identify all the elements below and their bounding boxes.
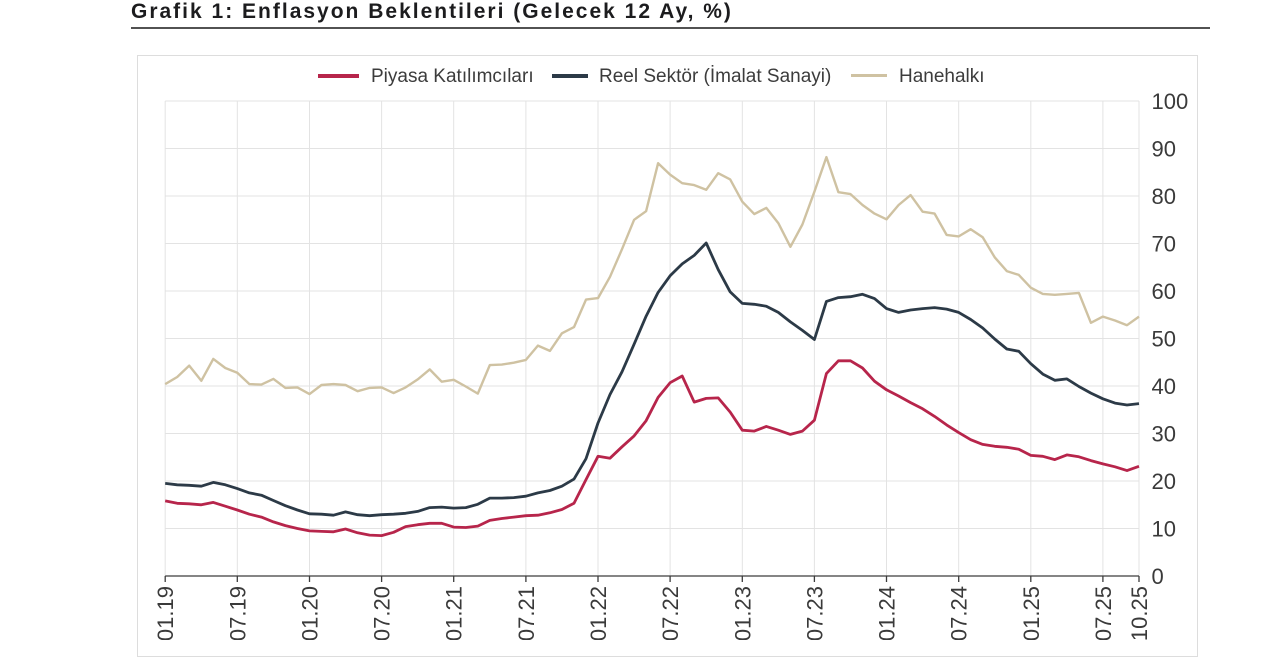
svg-text:50: 50 (1152, 326, 1176, 351)
svg-text:01.22: 01.22 (586, 586, 611, 640)
svg-text:10: 10 (1152, 516, 1176, 541)
svg-text:07.25: 07.25 (1091, 586, 1116, 640)
svg-text:20: 20 (1152, 469, 1176, 494)
svg-text:80: 80 (1152, 184, 1176, 209)
svg-text:01.23: 01.23 (730, 586, 755, 640)
svg-text:07.23: 07.23 (802, 586, 827, 640)
svg-text:07.24: 07.24 (947, 586, 972, 640)
svg-text:10.25: 10.25 (1127, 586, 1152, 640)
svg-text:70: 70 (1152, 231, 1176, 256)
svg-text:90: 90 (1152, 136, 1176, 161)
svg-text:07.20: 07.20 (370, 586, 395, 640)
svg-text:07.19: 07.19 (225, 586, 250, 640)
svg-text:60: 60 (1152, 279, 1176, 304)
svg-text:07.22: 07.22 (658, 586, 683, 640)
svg-text:01.21: 01.21 (442, 586, 467, 640)
svg-text:40: 40 (1152, 374, 1176, 399)
svg-text:01.24: 01.24 (875, 586, 900, 640)
svg-text:100: 100 (1152, 89, 1189, 114)
svg-text:01.20: 01.20 (298, 586, 323, 640)
svg-text:0: 0 (1152, 564, 1164, 589)
svg-text:30: 30 (1152, 421, 1176, 446)
svg-text:07.21: 07.21 (514, 586, 539, 640)
svg-text:01.19: 01.19 (153, 586, 178, 640)
svg-text:01.25: 01.25 (1019, 586, 1044, 640)
